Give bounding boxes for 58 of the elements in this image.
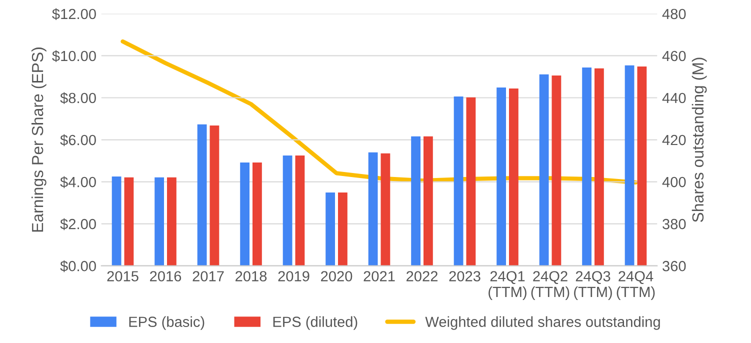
- bar: [295, 156, 305, 266]
- bar: [454, 96, 464, 266]
- bar: [124, 177, 134, 266]
- bar: [197, 124, 207, 266]
- bar: [112, 176, 122, 266]
- x-tick-label: 2021: [364, 271, 395, 282]
- y2-tick-label: 420: [662, 134, 686, 146]
- bar: [380, 153, 390, 266]
- bar: [582, 68, 592, 266]
- y-tick-label: $2.00: [60, 218, 96, 230]
- x-tick-label: 2018: [236, 271, 267, 282]
- y-tick-label: $4.00: [60, 176, 96, 188]
- y-tick-label: $6.00: [60, 134, 96, 146]
- bar: [411, 136, 421, 266]
- bar: [154, 177, 164, 266]
- x-tick-label: 24Q4 (TTM): [616, 271, 655, 300]
- bar: [637, 66, 647, 266]
- bar: [167, 177, 176, 266]
- y2-tick-label: 460: [662, 50, 686, 62]
- bar: [282, 156, 292, 266]
- x-tick-label: 2022: [406, 271, 438, 282]
- x-tick-label: 24Q2 (TTM): [531, 271, 570, 300]
- bar: [552, 75, 562, 266]
- x-tick-label: 24Q3 (TTM): [574, 271, 612, 300]
- bar: [624, 65, 634, 266]
- bar: [240, 162, 250, 266]
- x-tick-label: 2020: [321, 271, 352, 282]
- x-tick-label: 24Q1 (TTM): [488, 271, 526, 300]
- bar: [252, 162, 262, 266]
- x-tick-label: 2019: [278, 271, 310, 282]
- legend-label: Weighted diluted shares outstanding: [425, 316, 660, 330]
- y2-tick-label: 360: [662, 260, 686, 272]
- y2-axis-title: Shares outstanding (M): [692, 58, 707, 222]
- y2-tick-label: 380: [662, 218, 686, 230]
- bar: [496, 87, 506, 266]
- x-tick-label: 2023: [449, 271, 480, 282]
- bar: [210, 125, 220, 266]
- bar: [424, 136, 433, 266]
- bar: [539, 74, 549, 266]
- y2-tick-label: 400: [662, 176, 686, 188]
- bar: [509, 88, 518, 266]
- x-tick-label: 2017: [192, 271, 224, 282]
- y2-tick-label: 480: [662, 8, 686, 20]
- bar: [368, 152, 378, 266]
- y-axis-title: Earnings Per Share (EPS): [31, 48, 46, 232]
- y-tick-label: $0.00: [60, 260, 96, 272]
- y-tick-label: $10.00: [52, 50, 96, 62]
- legend-label: EPS (basic): [129, 316, 204, 330]
- x-tick-label: 2015: [107, 271, 138, 282]
- bar: [326, 192, 336, 266]
- legend-label: EPS (diluted): [273, 316, 358, 330]
- bar: [466, 97, 476, 266]
- y-tick-label: $8.00: [60, 92, 96, 104]
- bar: [594, 68, 604, 266]
- x-tick-label: 2016: [150, 271, 182, 282]
- y2-tick-label: 440: [662, 92, 686, 104]
- bar: [338, 192, 348, 266]
- y-tick-label: $12.00: [52, 8, 96, 20]
